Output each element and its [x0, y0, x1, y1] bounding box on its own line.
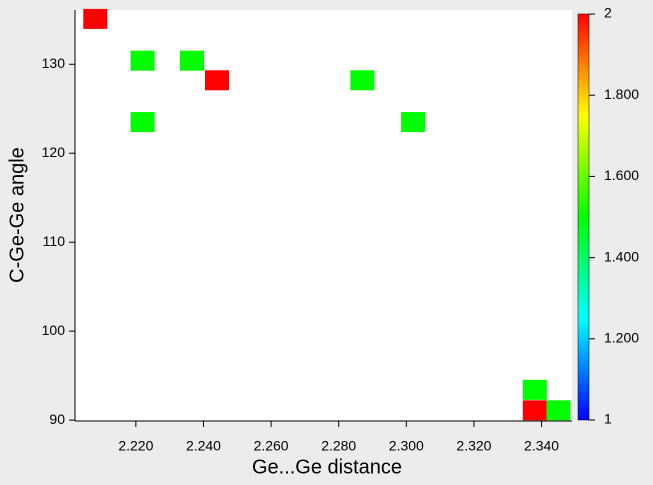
point: [130, 50, 155, 71]
y-tick-label: 110: [43, 233, 66, 249]
point: [130, 112, 155, 133]
x-tick-label: 2.320: [456, 438, 491, 454]
colorbar-tick-label: 1.800: [604, 86, 639, 102]
colorbar-tick-label: 1: [604, 411, 612, 427]
x-axis-label: Ge...Ge distance: [252, 456, 402, 478]
point: [546, 400, 571, 421]
x-tick-label: 2.300: [389, 438, 424, 454]
x-tick-label: 2.220: [118, 438, 153, 454]
x-tick-label: 2.340: [524, 438, 559, 454]
colorbar-tick-label: 1.200: [604, 330, 639, 346]
x-tick-label: 2.240: [186, 438, 221, 454]
point: [522, 379, 547, 400]
y-tick-label: 100: [42, 322, 66, 338]
point: [205, 70, 229, 91]
y-tick-label: 120: [42, 144, 66, 160]
point: [522, 400, 547, 421]
x-tick-label: 2.280: [321, 438, 356, 454]
y-tick-label: 90: [49, 411, 65, 427]
colorbar: [577, 13, 590, 421]
point: [401, 112, 426, 133]
colorbar-tick-label: 2: [604, 5, 612, 21]
y-axis-label: C-Ge-Ge angle: [6, 147, 28, 283]
point: [83, 8, 108, 29]
x-tick-label: 2.260: [254, 438, 289, 454]
colorbar-tick-label: 1.600: [604, 167, 639, 183]
y-tick-label: 130: [42, 55, 66, 71]
plot-area: [75, 10, 572, 421]
colorbar-tick-label: 1.400: [604, 248, 639, 264]
point: [350, 70, 375, 91]
point: [179, 50, 204, 71]
